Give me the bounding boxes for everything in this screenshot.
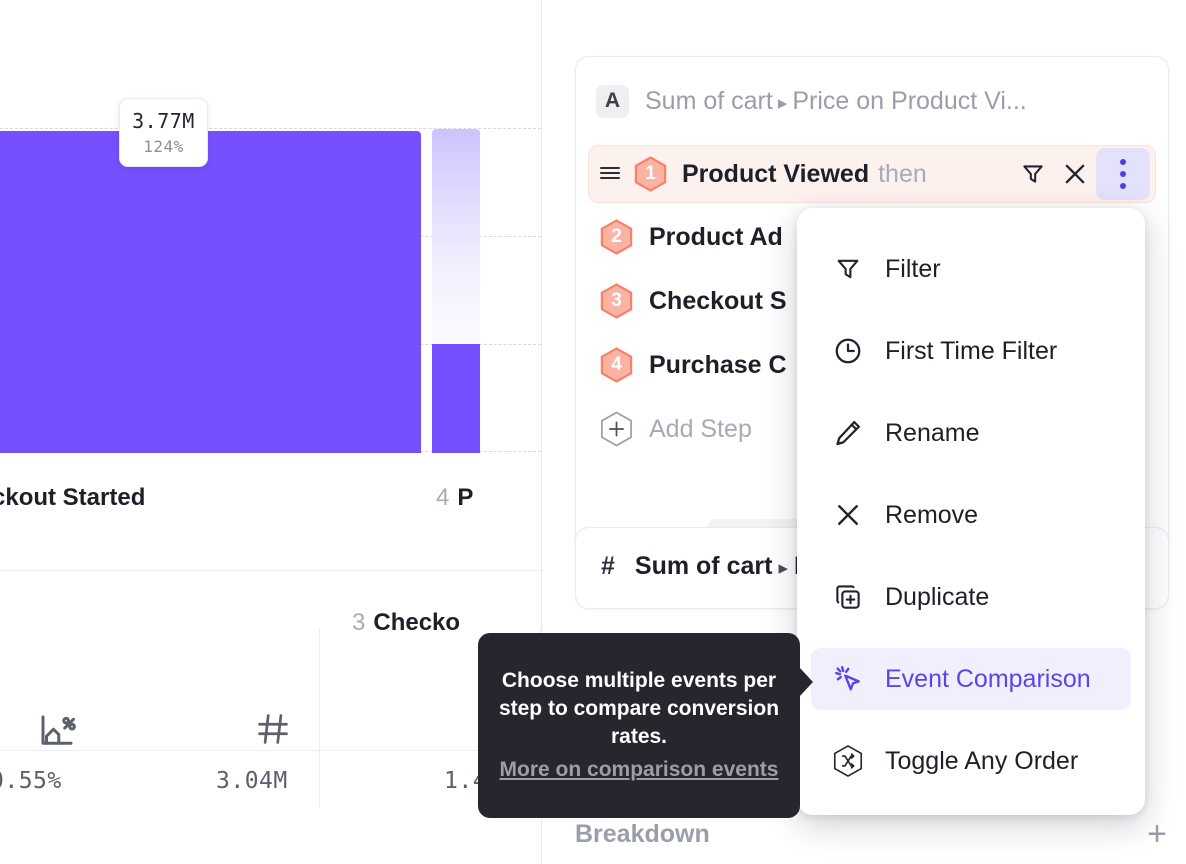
step-row-actions [1012,148,1155,200]
x-axis-label-4-num: 4 [436,484,450,511]
menu-item-event-comparison[interactable]: Event Comparison [811,648,1131,710]
breadcrumb-separator-icon: ▸ [777,92,788,114]
metric-value-conversion: 0.55% [0,768,62,794]
plus-hex-icon [600,411,633,447]
step-row-2[interactable]: 2 Product Ad [600,213,783,261]
step-number-2: 2 [611,226,622,247]
duplicate-icon [825,582,871,612]
breadcrumb-left: Sum of cart [645,86,773,115]
drag-handle-icon[interactable] [599,163,621,185]
gridline [420,451,541,452]
cursor-click-icon [825,663,871,695]
step-number-badge-4: 4 [600,347,633,383]
bar-value: 3.77M [132,108,195,133]
chart-bottom-rule [0,570,541,571]
step-row-3[interactable]: 3 Checkout S [600,277,787,325]
step-suffix-1: then [878,159,927,188]
menu-item-duplicate[interactable]: Duplicate [811,566,1131,628]
step-context-menu: Filter First Time Filter Rename Remove D… [797,208,1145,815]
menu-item-rename[interactable]: Rename [811,402,1131,464]
step-number-1: 1 [645,163,656,184]
add-step-label: Add Step [649,414,752,443]
step-row-4[interactable]: 4 Purchase C [600,341,787,389]
metric-breadcrumb-text: Sum of cart▸P [635,552,811,581]
menu-item-label: Rename [885,418,980,447]
metrics-header-3-text: Checko [373,609,461,636]
menu-item-label: Event Comparison [885,664,1091,693]
breakdown-label: Breakdown [575,819,710,848]
metrics-header-3-num: 3 [352,609,366,636]
step-number-4: 4 [611,354,622,375]
filter-icon [825,255,871,283]
hash-icon [254,710,292,753]
menu-item-label: First Time Filter [885,336,1058,365]
menu-item-first-time-filter[interactable]: First Time Filter [811,320,1131,382]
menu-item-toggle-any-order[interactable]: Toggle Any Order [811,730,1131,792]
breadcrumb: A Sum of cart ▸ Price on Product Vi... [596,81,1152,121]
funnel-bar[interactable] [432,344,480,453]
gridline [0,128,541,129]
dropoff-dots [432,132,480,138]
menu-item-label: Remove [885,500,979,529]
bar-percent: 124% [143,136,184,156]
filter-icon[interactable] [1012,153,1054,195]
metrics-column-divider [319,628,320,808]
metric-separator-icon: ▸ [778,558,788,579]
menu-item-filter[interactable]: Filter [811,238,1131,300]
step-number-badge-3: 3 [600,283,633,319]
step-number-badge-1: 1 [634,156,667,192]
gridline [420,344,541,345]
series-badge-a[interactable]: A [596,84,629,118]
step-name-2[interactable]: Product Ad [649,222,783,251]
gridline [420,236,541,237]
menu-item-label: Duplicate [885,582,990,611]
close-icon [825,500,871,530]
hash-icon: # [601,552,615,580]
step-row-1[interactable]: 1 Product Viewed then [588,145,1156,203]
close-icon[interactable] [1054,153,1096,195]
step-number-3: 3 [611,290,622,311]
add-breakdown-icon[interactable]: + [1147,815,1167,853]
menu-item-remove[interactable]: Remove [811,484,1131,546]
bar-value-tooltip: 3.77M 124% [119,98,208,167]
tooltip-arrow [799,667,813,697]
step-number-badge-2: 2 [600,219,633,255]
menu-item-label: Filter [885,254,941,283]
metrics-header-3: 3 Checko [352,609,460,637]
funnel-bar-dropoff [432,129,480,344]
tooltip-body: Choose multiple events per step to compa… [498,669,780,748]
funnel-bar[interactable] [0,131,421,453]
comparison-events-tooltip: Choose multiple events per step to compa… [478,633,813,818]
step-name-4[interactable]: Purchase C [649,350,787,379]
menu-item-label: Toggle Any Order [885,746,1079,775]
metric-value-count: 3.04M [216,768,288,794]
x-axis-label-3-text: ckout Started [0,484,146,511]
metric-left: Sum of cart [634,552,773,580]
breadcrumb-text[interactable]: Sum of cart ▸ Price on Product Vi... [645,87,1027,116]
breakdown-section: Breakdown + [575,812,1167,856]
clock-icon [825,336,871,366]
pane-divider [541,0,542,864]
step-name-3[interactable]: Checkout S [649,286,787,315]
conversion-rate-icon [36,710,78,757]
step-name-1[interactable]: Product Viewed [682,159,870,188]
tooltip-link[interactable]: More on comparison events [499,758,779,782]
metric-breadcrumb[interactable]: # Sum of cart▸P [601,552,811,581]
shuffle-hex-icon [825,744,871,778]
pencil-icon [825,418,871,448]
metrics-rule [0,750,541,751]
x-axis-label-4-text: P [457,484,474,511]
breadcrumb-right: Price on Product Vi... [792,86,1027,115]
x-axis-label-3: ckout Started [0,484,145,512]
add-step-button[interactable]: Add Step [600,405,752,453]
kebab-menu-icon[interactable] [1096,148,1150,200]
